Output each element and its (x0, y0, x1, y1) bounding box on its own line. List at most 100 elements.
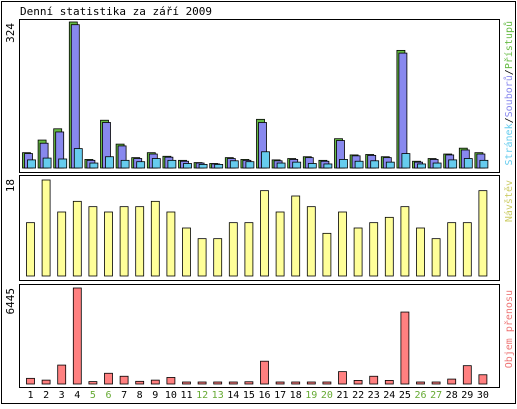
bar-pages-day-29 (463, 158, 473, 169)
bar-volume-day-2 (41, 379, 51, 385)
bar-volume-day-17 (275, 381, 285, 385)
bar-visits-day-4 (72, 200, 82, 277)
bar-volume-day-23 (369, 375, 379, 385)
bar-volume-day-13 (213, 381, 223, 385)
bar-pages-day-28 (448, 159, 458, 169)
x-tick-label-day-18: 18 (290, 390, 302, 401)
bar-volume-day-8 (135, 380, 145, 385)
x-tick-label-day-19: 19 (305, 390, 317, 401)
bar-pages-day-14 (229, 160, 239, 169)
legend-separator: / (504, 69, 515, 75)
bar-visits-day-28 (447, 222, 457, 277)
bar-volume-day-11 (182, 381, 191, 385)
bar-pages-day-17 (276, 162, 286, 169)
y-max-label-volume: 6445 (4, 288, 17, 315)
x-tick-label-day-11: 11 (180, 390, 192, 401)
bar-pages-day-12 (198, 163, 208, 169)
x-tick-label-day-4: 4 (74, 390, 80, 401)
panel-frame-volume (19, 284, 500, 388)
bar-pages-day-19 (307, 163, 317, 169)
bar-volume-day-27 (431, 381, 441, 385)
bar-visits-day-10 (166, 211, 176, 277)
legend-files: Souborů (503, 75, 515, 117)
bar-pages-day-20 (323, 163, 333, 169)
bar-pages-day-18 (292, 161, 302, 169)
bar-pages-day-10 (167, 159, 177, 169)
bar-visits-day-24 (384, 216, 394, 277)
panel-frame-hits (19, 19, 500, 173)
x-tick-label-day-15: 15 (243, 390, 255, 401)
bar-visits-day-18 (291, 195, 301, 277)
bar-visits-day-11 (182, 227, 191, 277)
bar-volume-day-12 (197, 381, 207, 385)
bar-visits-day-14 (228, 222, 238, 277)
x-tick-label-day-26: 26 (414, 390, 426, 401)
bar-volume-day-10 (166, 377, 176, 385)
legend-access: Přístupů (503, 21, 515, 69)
bar-pages-day-9 (151, 158, 161, 169)
bar-pages-day-2 (42, 157, 52, 169)
bar-volume-day-20 (322, 381, 332, 385)
bar-visits-day-21 (338, 211, 347, 277)
x-tick-label-day-27: 27 (430, 390, 442, 401)
legend-hits: Stránek/Souborů/Přístupů (503, 21, 515, 166)
bar-visits-day-9 (150, 200, 160, 277)
bar-visits-day-17 (275, 211, 285, 277)
panel-frame-visits (19, 175, 500, 281)
bar-pages-day-22 (354, 160, 364, 169)
bar-pages-day-11 (183, 163, 192, 169)
legend-pages: Stránek (503, 123, 515, 165)
x-tick-label-day-25: 25 (399, 390, 411, 401)
bar-pages-day-16 (261, 151, 270, 169)
bar-volume-day-29 (462, 365, 472, 385)
bar-volume-day-7 (119, 375, 129, 385)
bar-volume-day-15 (244, 381, 254, 385)
x-tick-label-day-9: 9 (152, 390, 158, 401)
bar-visits-day-26 (416, 227, 425, 277)
bar-volume-day-22 (353, 380, 363, 385)
x-axis-labels: 1 2 3 4 5 6 7 8 9 10 11 12 13 14 15 16 17 18 19 20 21 22 23 24 2… (27, 390, 488, 401)
bar-pages-day-25 (401, 153, 411, 169)
x-tick-label-day-29: 29 (461, 390, 473, 401)
bar-volume-day-6 (104, 372, 113, 385)
x-tick-label-day-13: 13 (212, 390, 224, 401)
x-tick-label-day-2: 2 (43, 390, 49, 401)
bar-pages-day-7 (120, 159, 130, 169)
x-tick-label-day-3: 3 (59, 390, 65, 401)
bar-visits-day-1 (26, 222, 35, 277)
bar-pages-day-26 (417, 163, 426, 169)
bar-visits-day-8 (135, 206, 145, 277)
legend-separator: / (504, 117, 515, 123)
bar-volume-day-4 (72, 287, 82, 385)
bar-visits-day-6 (104, 211, 113, 277)
bar-volume-day-1 (26, 377, 35, 385)
bar-files-day-25 (398, 52, 408, 169)
x-tick-label-day-1: 1 (27, 390, 33, 401)
bar-files-day-4 (70, 24, 80, 169)
bar-visits-day-23 (369, 222, 379, 277)
bar-volume-day-9 (150, 379, 160, 385)
y-max-label-hits: 324 (4, 23, 17, 43)
bar-visits-day-7 (119, 206, 129, 277)
bar-volume-day-24 (384, 380, 394, 385)
bar-volume-day-21 (338, 371, 347, 385)
bar-volume-day-30 (478, 374, 488, 385)
x-tick-label-day-20: 20 (321, 390, 333, 401)
x-tick-label-day-16: 16 (258, 390, 270, 401)
bar-visits-day-20 (322, 232, 332, 277)
bar-pages-day-6 (105, 156, 114, 169)
bar-visits-day-19 (306, 206, 316, 277)
bar-visits-day-13 (213, 238, 223, 277)
legend-visits: Návštěv (503, 180, 515, 222)
x-tick-label-day-6: 6 (105, 390, 111, 401)
x-tick-label-day-30: 30 (477, 390, 489, 401)
chart-title: Denní statistika za září 2009 (20, 5, 212, 18)
x-tick-label-day-14: 14 (227, 390, 239, 401)
bar-pages-day-1 (27, 159, 36, 169)
bar-pages-day-3 (58, 158, 68, 169)
bar-pages-day-4 (73, 148, 83, 169)
bar-visits-day-15 (244, 222, 254, 277)
